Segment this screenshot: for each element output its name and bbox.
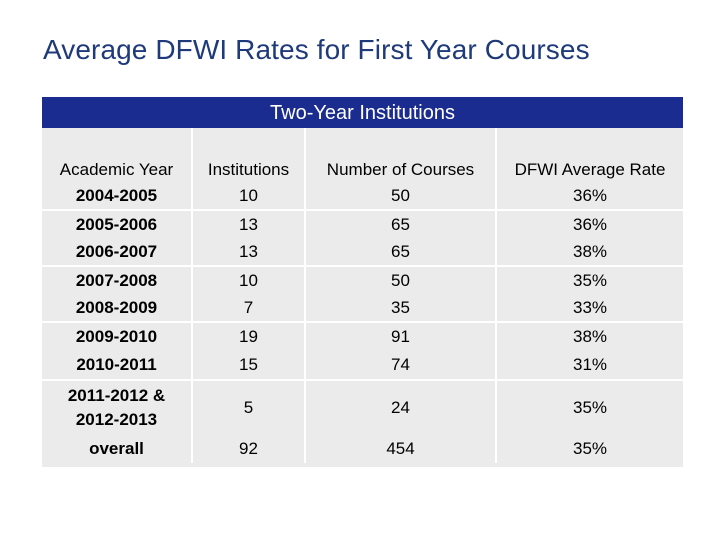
cell-year: 2005-2006 (42, 209, 192, 238)
cell-courses: 65 (304, 238, 496, 266)
table-row: 2010-2011 15 74 31% (42, 350, 683, 380)
cell-courses: 35 (304, 294, 496, 322)
cell-year: 2007-2008 (42, 265, 192, 294)
header-row: Academic Year Institutions Number of Cou… (42, 128, 683, 182)
table-caption: Two-Year Institutions (42, 97, 683, 128)
column-header: Academic Year (59, 160, 174, 179)
table-row: 2006-2007 13 65 38% (42, 238, 683, 266)
dfwi-table: Two-Year Institutions Academic Year Inst… (42, 97, 683, 467)
cell-institutions: 5 (191, 379, 305, 434)
cell-courses: 91 (304, 321, 496, 350)
cell-institutions: 19 (191, 321, 305, 350)
cell-rate: 38% (495, 321, 683, 350)
table-row: 2008-2009 7 35 33% (42, 294, 683, 322)
cell-courses: 74 (304, 350, 496, 380)
cell-rate: 36% (495, 209, 683, 238)
slide-title: Average DFWI Rates for First Year Course… (43, 34, 590, 65)
cell-year-line: 2012-2013 (75, 409, 158, 429)
cell-courses: 50 (304, 265, 496, 294)
cell-year: 2004-2005 (75, 185, 158, 205)
table-body: Academic Year Institutions Number of Cou… (42, 128, 683, 463)
table-row: 2009-2010 19 91 38% (42, 321, 683, 350)
table-row: 2011-2012 & 2012-2013 5 24 35% (42, 379, 683, 434)
cell-year: 2006-2007 (75, 241, 158, 261)
cell-courses: 454 (304, 434, 496, 463)
cell-institutions: 13 (191, 238, 305, 266)
cell-courses: 50 (304, 182, 496, 210)
cell-year: 2010-2011 (76, 354, 157, 374)
cell-institutions: 13 (191, 209, 305, 238)
column-header: Number of Courses (304, 128, 496, 182)
cell-rate: 31% (495, 350, 683, 380)
cell-institutions: 10 (191, 265, 305, 294)
cell-institutions: 10 (191, 182, 305, 210)
cell-rate: 38% (495, 238, 683, 266)
cell-courses: 24 (304, 379, 496, 434)
column-header: DFWI Average Rate (495, 128, 683, 182)
table-row: overall 92 454 35% (42, 434, 683, 463)
cell-year: 2008-2009 (75, 297, 158, 317)
cell-rate: 35% (495, 434, 683, 463)
cell-year-line: 2011-2012 & (67, 385, 166, 405)
cell-rate: 35% (495, 379, 683, 434)
cell-rate: 36% (495, 182, 683, 210)
cell-rate: 35% (495, 265, 683, 294)
cell-year: 2011-2012 & 2012-2013 (42, 379, 192, 434)
column-header: Institutions (191, 128, 305, 182)
cell-institutions: 15 (191, 350, 305, 380)
cell-rate: 33% (495, 294, 683, 322)
table-row: 2005-2006 13 65 36% (42, 209, 683, 238)
cell-courses: 65 (304, 209, 496, 238)
table-row: 2004-2005 10 50 36% (42, 182, 683, 210)
cell-year: 2009-2010 (42, 321, 192, 350)
cell-year: overall (89, 438, 144, 458)
table-row: 2007-2008 10 50 35% (42, 265, 683, 294)
cell-institutions: 92 (191, 434, 305, 463)
cell-institutions: 7 (191, 294, 305, 322)
